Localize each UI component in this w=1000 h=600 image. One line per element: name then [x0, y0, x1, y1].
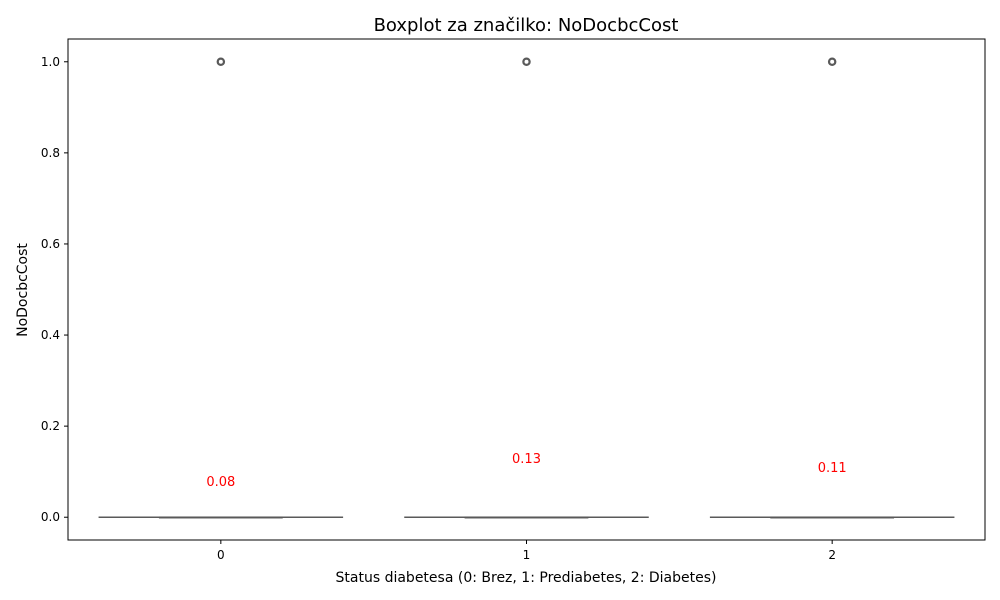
x-tick-label: 0 — [217, 548, 225, 562]
x-axis-label: Status diabetesa (0: Brez, 1: Prediabete… — [336, 570, 717, 586]
mean-label-0: 0.08 — [206, 475, 235, 490]
x-tick-label: 2 — [828, 548, 836, 562]
y-tick-label: 0.8 — [41, 146, 60, 160]
x-tick-label: 1 — [523, 548, 531, 562]
axes-frame — [67, 38, 986, 541]
mean-label-1: 0.13 — [512, 452, 541, 467]
mean-label-2: 0.11 — [818, 461, 847, 476]
outlier-point-2 — [827, 57, 837, 67]
y-tick-label: 0.6 — [41, 237, 60, 251]
y-tick-label: 0.0 — [41, 510, 60, 524]
y-axis-label: NoDocbcCost — [15, 243, 31, 337]
outlier-point-0 — [216, 57, 226, 67]
outlier-point-inner-1 — [523, 58, 530, 65]
outlier-point-1 — [522, 57, 531, 67]
outlier-point-inner-0 — [217, 58, 224, 65]
chart-title: Boxplot za značilko: NoDocbcCost — [374, 15, 679, 36]
plot-area: 0.0 0.2 0.4 0.6 0.8 1.0 0.08 0 0.13 1 0.11 2 — [41, 38, 986, 562]
y-tick-label: 0.4 — [41, 328, 60, 342]
outlier-point-inner-2 — [829, 58, 836, 65]
y-tick-label: 1.0 — [41, 55, 60, 69]
y-tick-label: 0.2 — [41, 419, 60, 433]
